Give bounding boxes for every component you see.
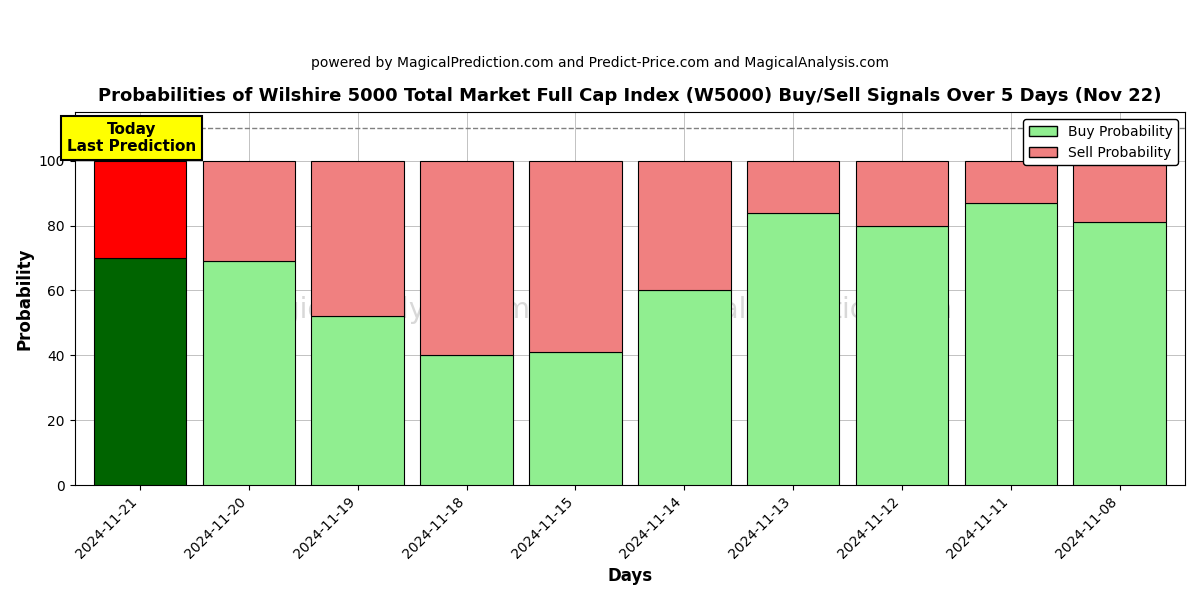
- Bar: [529, 352, 622, 485]
- Text: powered by MagicalPrediction.com and Predict-Price.com and MagicalAnalysis.com: powered by MagicalPrediction.com and Pre…: [311, 56, 889, 70]
- Bar: [638, 290, 731, 485]
- Bar: [1074, 223, 1166, 485]
- Y-axis label: Probability: Probability: [16, 247, 34, 350]
- Bar: [638, 161, 731, 290]
- Bar: [94, 258, 186, 485]
- Bar: [420, 355, 512, 485]
- Bar: [856, 161, 948, 226]
- Legend: Buy Probability, Sell Probability: Buy Probability, Sell Probability: [1024, 119, 1178, 165]
- Bar: [203, 261, 295, 485]
- Bar: [94, 161, 186, 258]
- X-axis label: Days: Days: [607, 567, 653, 585]
- Text: MagicalPrediction.com: MagicalPrediction.com: [640, 296, 953, 324]
- Bar: [312, 316, 404, 485]
- Bar: [965, 203, 1057, 485]
- Bar: [529, 161, 622, 352]
- Bar: [856, 226, 948, 485]
- Title: Probabilities of Wilshire 5000 Total Market Full Cap Index (W5000) Buy/Sell Sign: Probabilities of Wilshire 5000 Total Mar…: [98, 87, 1162, 105]
- Text: MagicalAnalysis.com: MagicalAnalysis.com: [241, 296, 530, 324]
- Bar: [746, 161, 839, 212]
- Bar: [420, 161, 512, 355]
- Bar: [1074, 161, 1166, 223]
- Bar: [965, 161, 1057, 203]
- Text: Today
Last Prediction: Today Last Prediction: [67, 122, 196, 154]
- Bar: [203, 161, 295, 261]
- Bar: [746, 212, 839, 485]
- Bar: [312, 161, 404, 316]
